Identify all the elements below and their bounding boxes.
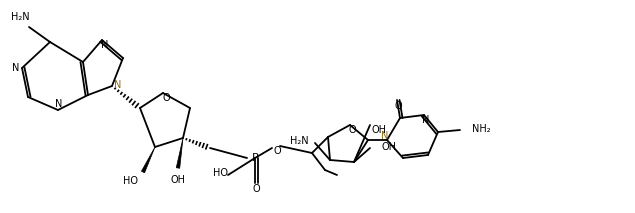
- Text: O: O: [394, 101, 402, 111]
- Polygon shape: [177, 138, 183, 168]
- Text: N: N: [55, 99, 63, 109]
- Text: N: N: [102, 40, 109, 50]
- Text: HO: HO: [213, 168, 227, 178]
- Text: N: N: [12, 63, 20, 73]
- Text: O: O: [162, 93, 170, 103]
- Text: H₂N: H₂N: [11, 12, 29, 22]
- Text: N: N: [114, 80, 122, 90]
- Text: H₂N: H₂N: [290, 136, 309, 146]
- Text: N: N: [381, 131, 389, 141]
- Text: OH: OH: [171, 175, 185, 185]
- Text: P: P: [251, 153, 258, 163]
- Text: O: O: [348, 125, 356, 135]
- Text: NH₂: NH₂: [472, 124, 491, 134]
- Text: OH: OH: [382, 142, 397, 152]
- Text: OH: OH: [372, 125, 387, 135]
- Text: N: N: [422, 115, 430, 125]
- Text: O: O: [252, 184, 260, 194]
- Text: O: O: [273, 146, 281, 156]
- Text: HO: HO: [123, 176, 138, 186]
- Polygon shape: [142, 147, 155, 173]
